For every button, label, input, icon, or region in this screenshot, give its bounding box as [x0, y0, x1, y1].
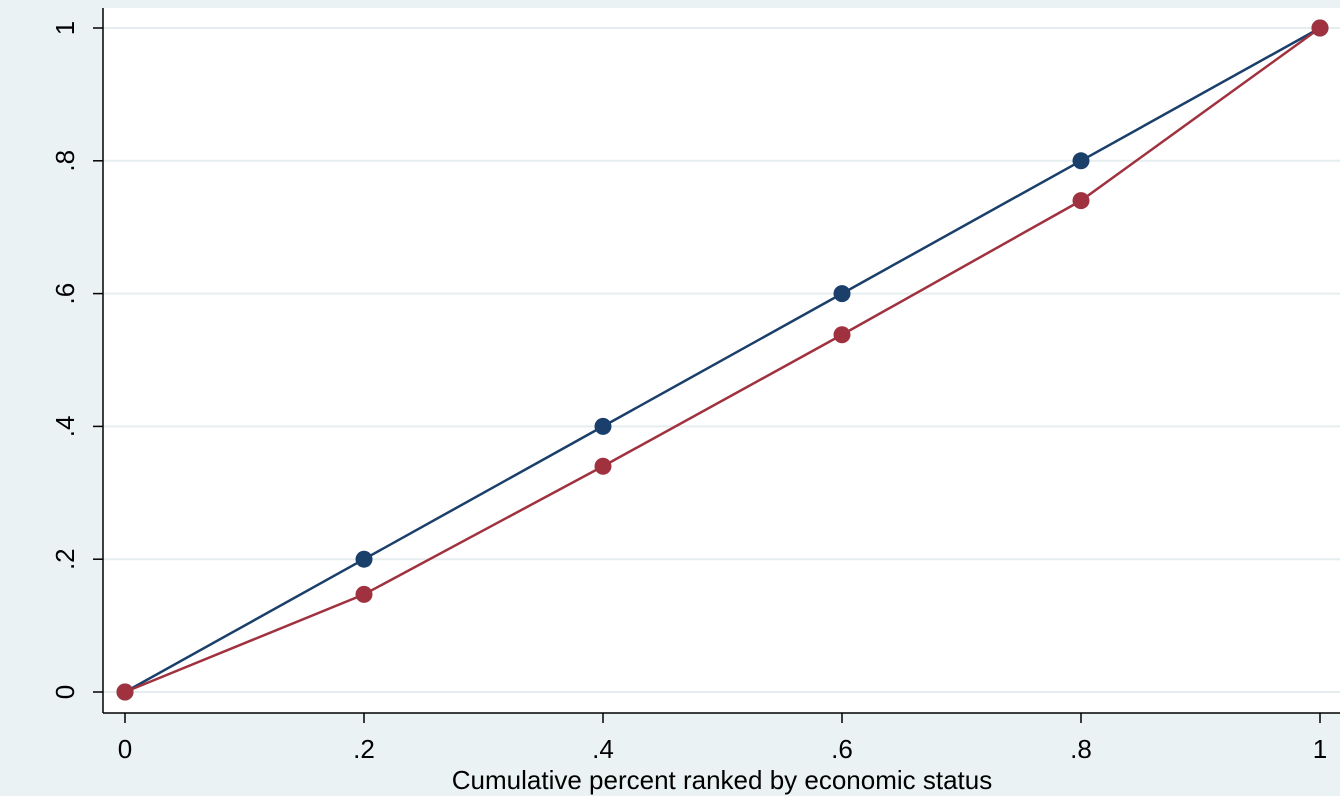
y-tick-label: .8 — [50, 150, 80, 172]
x-tick-label: 1 — [1313, 734, 1327, 764]
series-1-line — [124, 26, 1321, 694]
grid-lines — [103, 27, 1340, 693]
x-tick-label: 0 — [118, 734, 132, 764]
series-1-point — [1072, 152, 1090, 170]
y-tick-label: .6 — [50, 283, 80, 305]
x-tick-label: .4 — [592, 734, 614, 764]
series-2-point — [1072, 192, 1090, 210]
series-1-point — [355, 550, 373, 568]
y-tick-label: .4 — [50, 416, 80, 438]
series-1-point — [594, 417, 612, 435]
x-axis-ticks: 0 .2 .4 .6 .8 1 — [118, 713, 1327, 764]
series-2-line — [124, 26, 1321, 694]
x-axis-title: Cumulative percent ranked by economic st… — [452, 765, 993, 795]
series-layer — [116, 19, 1329, 701]
y-tick-label: 0 — [50, 685, 80, 699]
series-2-point — [116, 683, 134, 701]
y-axis-ticks: 0 .2 .4 .6 .8 1 — [50, 21, 103, 699]
series-1-point — [833, 285, 851, 303]
x-tick-label: .8 — [1070, 734, 1092, 764]
x-tick-label: .2 — [353, 734, 375, 764]
series-2-point — [355, 585, 373, 603]
y-tick-label: 1 — [50, 21, 80, 35]
series-2-point — [833, 326, 851, 344]
x-tick-label: .6 — [831, 734, 853, 764]
y-tick-label: .2 — [50, 548, 80, 570]
series-2-point — [1311, 19, 1329, 37]
series-2-point — [594, 457, 612, 475]
